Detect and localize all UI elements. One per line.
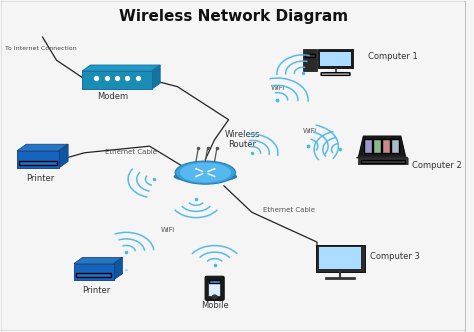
FancyBboxPatch shape: [373, 139, 381, 153]
Text: Wireless
Router: Wireless Router: [225, 130, 260, 149]
Polygon shape: [356, 156, 408, 158]
Text: Computer 1: Computer 1: [368, 51, 418, 60]
FancyBboxPatch shape: [19, 161, 56, 165]
Text: WiFi: WiFi: [270, 85, 284, 91]
FancyBboxPatch shape: [361, 160, 405, 163]
Polygon shape: [114, 257, 122, 280]
FancyBboxPatch shape: [320, 52, 351, 66]
Text: WiFi: WiFi: [161, 227, 175, 233]
Polygon shape: [17, 144, 68, 151]
Text: Modem: Modem: [97, 92, 128, 101]
FancyBboxPatch shape: [82, 71, 152, 89]
Text: Ethernet Cable: Ethernet Cable: [105, 149, 157, 155]
Text: WiFi: WiFi: [303, 128, 317, 134]
FancyBboxPatch shape: [391, 139, 399, 153]
Polygon shape: [152, 65, 160, 89]
FancyBboxPatch shape: [382, 139, 390, 153]
Text: Computer 2: Computer 2: [412, 161, 462, 170]
Ellipse shape: [180, 163, 231, 183]
FancyBboxPatch shape: [209, 280, 220, 283]
FancyBboxPatch shape: [74, 264, 114, 280]
FancyBboxPatch shape: [321, 73, 350, 75]
FancyBboxPatch shape: [318, 48, 353, 68]
FancyBboxPatch shape: [17, 151, 59, 168]
Text: Mobile: Mobile: [201, 300, 228, 309]
Circle shape: [212, 295, 217, 298]
FancyBboxPatch shape: [358, 158, 408, 165]
FancyBboxPatch shape: [303, 49, 317, 71]
FancyBboxPatch shape: [209, 282, 220, 296]
FancyBboxPatch shape: [305, 54, 315, 57]
Polygon shape: [359, 136, 405, 156]
Text: Computer 3: Computer 3: [371, 252, 420, 261]
Polygon shape: [59, 144, 68, 168]
FancyBboxPatch shape: [316, 245, 365, 272]
Ellipse shape: [175, 161, 236, 184]
Polygon shape: [82, 65, 160, 71]
FancyBboxPatch shape: [205, 276, 224, 300]
Text: Wireless Network Diagram: Wireless Network Diagram: [118, 9, 348, 24]
Text: Printer: Printer: [82, 286, 110, 295]
Text: To Internet Connection: To Internet Connection: [5, 46, 77, 51]
FancyBboxPatch shape: [365, 139, 372, 153]
FancyBboxPatch shape: [319, 247, 361, 269]
FancyBboxPatch shape: [76, 273, 111, 278]
Ellipse shape: [173, 171, 237, 182]
Text: Printer: Printer: [26, 174, 55, 183]
Polygon shape: [74, 257, 122, 264]
Text: Ethernet Cable: Ethernet Cable: [263, 207, 315, 213]
